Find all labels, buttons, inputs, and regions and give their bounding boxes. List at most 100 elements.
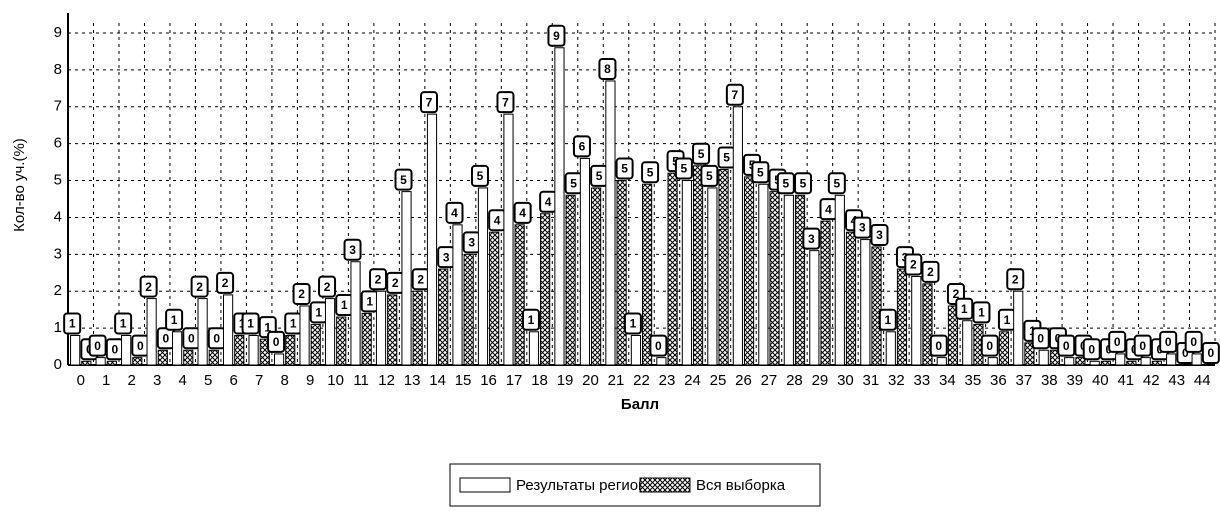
value-label: 1	[630, 317, 637, 331]
value-label-box	[547, 24, 566, 47]
bar	[310, 323, 321, 366]
value-label: 1	[366, 295, 373, 309]
value-label-box	[794, 172, 813, 195]
value-label-box	[241, 312, 260, 335]
x-tick-label: 25	[710, 372, 727, 389]
bar	[1151, 360, 1162, 366]
bar	[412, 290, 423, 366]
x-tick-label: 22	[633, 372, 650, 389]
bar	[1126, 360, 1137, 366]
x-tick-label: 32	[888, 372, 905, 389]
value-label: 5	[706, 169, 713, 183]
bar	[554, 47, 565, 366]
value-label-box	[700, 164, 719, 187]
bar	[1089, 360, 1100, 366]
value-label-box	[445, 201, 464, 224]
bar	[1115, 353, 1126, 366]
legend-label: Результаты региона	[516, 477, 655, 494]
value-label-box	[165, 308, 184, 331]
value-label-box	[1184, 330, 1203, 353]
bar	[528, 331, 540, 366]
bar	[375, 290, 387, 366]
value-label-box	[394, 168, 413, 191]
value-label-box	[972, 301, 991, 324]
bar	[911, 275, 922, 366]
bar	[172, 331, 183, 366]
value-label-box	[114, 312, 133, 335]
value-label-box	[776, 172, 795, 195]
value-label: 1	[528, 313, 535, 327]
value-label: 7	[502, 95, 509, 109]
value-label: 5	[757, 165, 764, 179]
value-label: 3	[808, 232, 815, 246]
bar	[605, 80, 616, 366]
bar	[489, 231, 500, 366]
bar	[223, 294, 234, 366]
bar	[630, 334, 641, 366]
bar	[514, 224, 525, 366]
bar	[936, 357, 947, 366]
y-tick-label: 2	[54, 282, 62, 299]
y-tick-label: 0	[54, 356, 62, 373]
value-label-box	[1057, 334, 1076, 357]
bar	[591, 187, 602, 366]
x-tick-label: 10	[327, 372, 344, 389]
value-label-box	[692, 142, 711, 165]
value-label-box	[929, 334, 948, 357]
value-label: 4	[545, 195, 552, 209]
x-tick-label: 19	[557, 372, 574, 389]
x-tick-label: 34	[939, 372, 956, 389]
x-tick-label: 35	[965, 372, 982, 389]
value-label-box	[904, 253, 923, 276]
value-label: 0	[986, 339, 993, 353]
value-label: 3	[468, 236, 475, 250]
x-tick-label: 3	[153, 372, 161, 389]
bar	[692, 165, 704, 366]
x-tick-label: 37	[1015, 372, 1032, 389]
value-label: 1	[341, 298, 348, 312]
x-tick-label: 5	[204, 372, 212, 389]
value-label: 4	[451, 206, 458, 220]
bar	[146, 298, 157, 366]
legend-swatch	[459, 477, 511, 493]
value-label: 5	[596, 169, 603, 183]
x-tick-label: 39	[1066, 372, 1083, 389]
bar	[681, 180, 692, 366]
x-tick-label: 1	[102, 372, 110, 389]
value-label: 1	[264, 320, 271, 334]
value-label-box	[470, 164, 489, 187]
y-tick-label: 1	[54, 319, 62, 336]
x-tick-label: 29	[812, 372, 829, 389]
value-label: 0	[1190, 335, 1197, 349]
value-label-box	[853, 216, 872, 239]
value-label-box	[190, 275, 209, 298]
y-tick-label: 3	[54, 245, 62, 262]
value-label-box	[513, 201, 532, 224]
value-label: 5	[570, 176, 577, 190]
x-tick-label: 7	[255, 372, 263, 389]
value-label-box	[641, 161, 660, 184]
value-label: 2	[927, 265, 934, 279]
value-label-box	[878, 308, 897, 331]
value-label: 0	[94, 339, 101, 353]
value-label: 0	[1114, 335, 1121, 349]
value-label-box	[802, 227, 821, 250]
value-label-box	[292, 282, 311, 305]
bar	[987, 357, 998, 366]
bar	[361, 312, 372, 366]
y-axis-label: Кол-во уч.(%)	[11, 138, 28, 232]
value-label-box	[63, 312, 82, 335]
bar	[463, 253, 474, 366]
bar	[794, 194, 806, 366]
x-tick-label: 17	[506, 372, 523, 389]
bar	[758, 183, 769, 366]
x-tick-label: 11	[353, 372, 369, 389]
bar	[106, 360, 117, 366]
bar	[707, 187, 718, 366]
bar	[70, 334, 81, 366]
value-label: 1	[978, 306, 985, 320]
bar	[1140, 357, 1151, 366]
value-label-box	[267, 330, 286, 353]
bar	[947, 305, 959, 366]
